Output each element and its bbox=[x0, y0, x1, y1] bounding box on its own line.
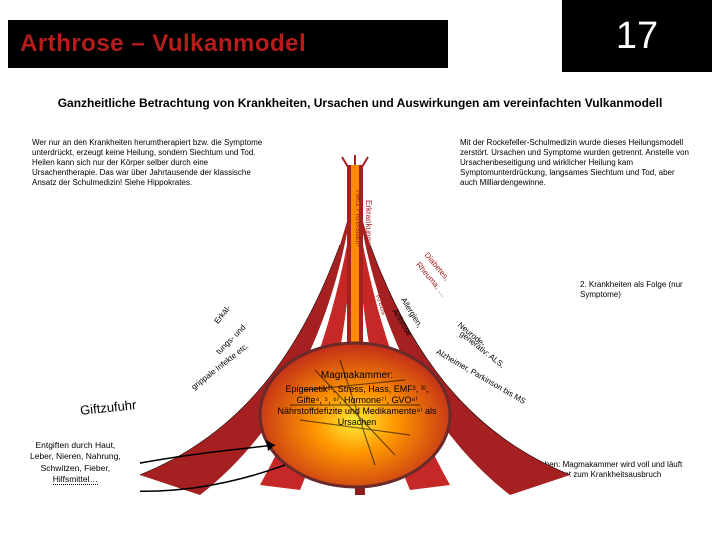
label-herz: Herz / Kreislauf- bbox=[354, 190, 363, 247]
header: Arthrose – Vulkanmodel 17 bbox=[0, 0, 720, 72]
detox-text: Entgiften durch Haut, Leber, Nieren, Nah… bbox=[30, 440, 121, 486]
detox-l3: Schwitzen, Fieber, bbox=[41, 463, 110, 473]
detox-l4: Hilfsmittel… bbox=[53, 474, 98, 485]
note-2: 2. Krankheiten als Folge (nur Symptome) bbox=[580, 280, 700, 300]
magma-body: Epigenetik¹⁾, Stress, Hass, EMF², ³⁾, Gi… bbox=[272, 384, 442, 429]
page-number: 17 bbox=[616, 15, 658, 58]
subtitle: Ganzheitliche Betrachtung von Krankheite… bbox=[30, 96, 690, 112]
page-title: Arthrose – Vulkanmodel bbox=[20, 30, 306, 58]
magma-title: Magmakammer: bbox=[272, 370, 442, 383]
detox-l2: Leber, Nieren, Nahrung, bbox=[30, 451, 121, 461]
gift-label: Giftzufuhr bbox=[79, 397, 137, 418]
label-erkrank: Erkrankungen bbox=[364, 200, 373, 250]
subtitle-wrap: Ganzheitliche Betrachtung von Krankheite… bbox=[30, 96, 690, 112]
detox-l1: Entgiften durch Haut, bbox=[35, 440, 115, 450]
title-bar: Arthrose – Vulkanmodel bbox=[8, 20, 448, 68]
magma-text: Magmakammer: Epigenetik¹⁾, Stress, Hass,… bbox=[272, 370, 442, 429]
page-number-box: 17 bbox=[562, 0, 712, 72]
